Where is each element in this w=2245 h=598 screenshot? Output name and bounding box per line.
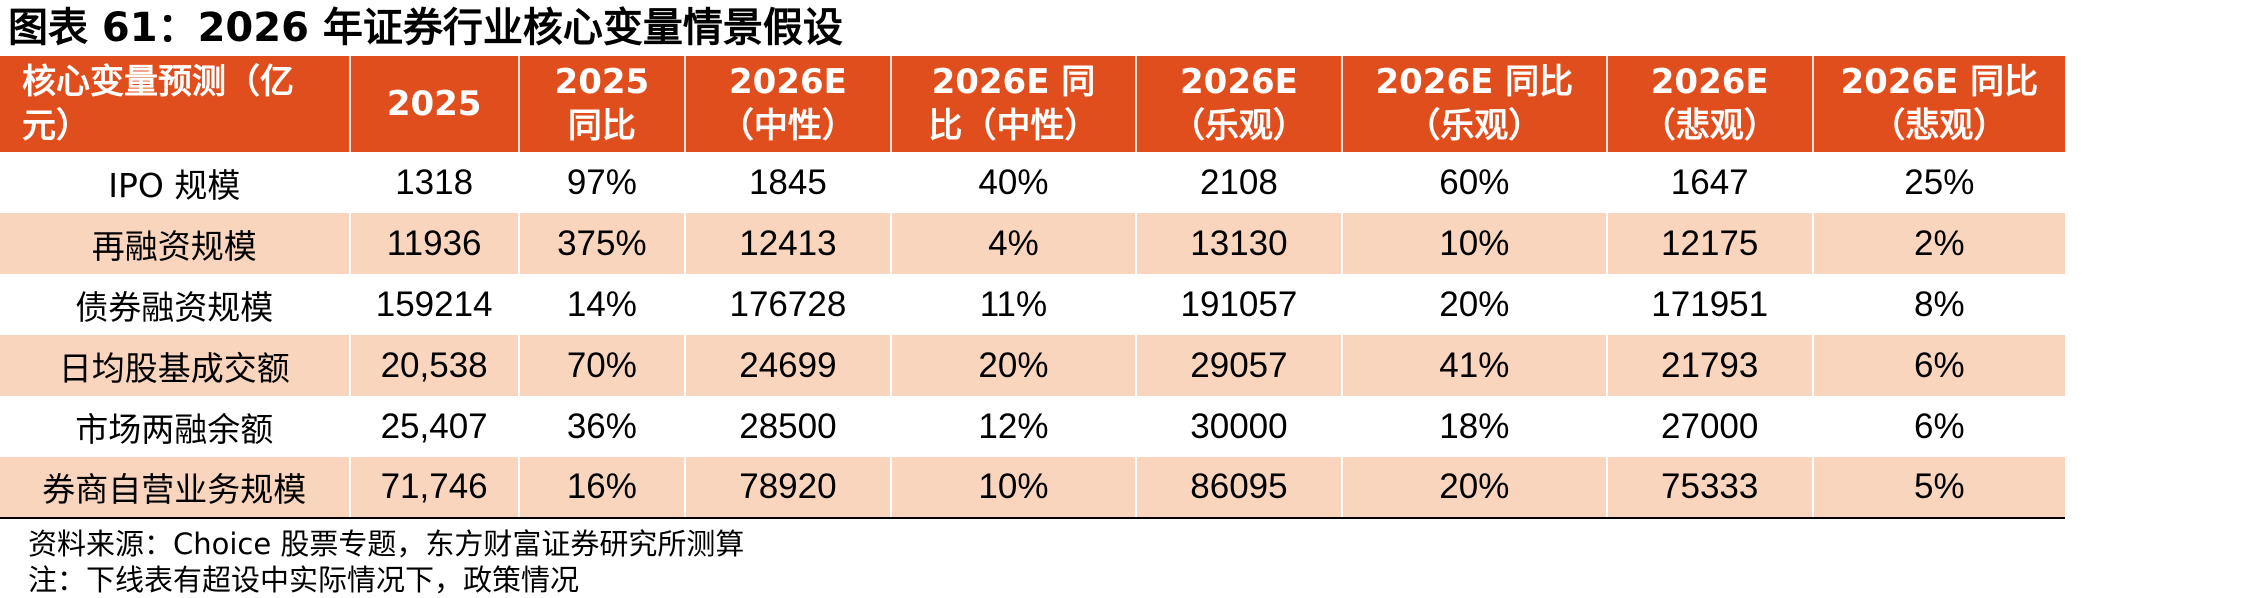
table-cell: 75333	[1606, 457, 1814, 519]
source-note: 资料来源：Choice 股票专题，东方财富证券研究所测算	[28, 527, 745, 561]
header-cell-2026-pessimistic: 2026E （悲观）	[1606, 56, 1814, 152]
table-cell: 12175	[1606, 213, 1814, 274]
table-cell: 6%	[1914, 406, 1965, 446]
table-cell: 6%	[1812, 335, 2065, 396]
table-cell: 40%	[890, 152, 1138, 213]
table-cell: 28500	[685, 396, 892, 457]
header-cell-2025: 2025	[349, 56, 520, 152]
header-text: （悲观）	[1871, 106, 2008, 146]
header-text: （中性）	[719, 106, 856, 146]
table-cell: 24699	[685, 335, 892, 396]
header-text: 2026E 同比	[1840, 62, 2039, 102]
table-cell: 78920	[685, 457, 892, 519]
table-row: 债券融资规模 159214 14% 176728 11% 191057 20% …	[0, 274, 2065, 335]
header-cell-2025-yoy: 2025 同比	[518, 56, 687, 152]
table-row: 再融资规模 11936 375% 12413 4% 13130 10% 1217…	[0, 213, 2065, 274]
table-cell: 1318	[349, 152, 520, 213]
table-cell: 20%	[890, 335, 1138, 396]
table-cell: 18%	[1341, 396, 1608, 457]
table-cell: 20%	[1341, 274, 1608, 335]
table-row: 市场两融余额 25,407 36% 28500 12% 30000 18% 27…	[0, 396, 2065, 457]
table-cell: 2108	[1136, 152, 1343, 213]
table-cell: 27000	[1606, 396, 1814, 457]
row-label: 券商自营业务规模	[0, 457, 351, 519]
table-cell: 25%	[1904, 162, 1975, 202]
row-label: 市场两融余额	[0, 396, 351, 457]
scenario-table: 核心变量预测（亿 元） 2025 2025 同比 2026E （中性） 2026…	[0, 56, 2065, 519]
table-cell: 97%	[518, 152, 687, 213]
header-text: 同比	[567, 106, 636, 146]
header-text: 2026E 同	[931, 62, 1096, 102]
header-text: （乐观）	[1170, 106, 1307, 146]
table-cell: 375%	[518, 213, 687, 274]
table-cell: 176728	[685, 274, 892, 335]
row-label: 日均股基成交额	[0, 335, 351, 396]
header-text: 2026E 同比	[1375, 62, 1574, 102]
table-cell: 1647	[1606, 152, 1814, 213]
table-cell: 71,746	[349, 457, 520, 519]
table-cell: 86095	[1136, 457, 1343, 519]
table-cell: 171951	[1606, 274, 1814, 335]
table-cell: 21793	[1606, 335, 1814, 396]
header-cell-2026-neutral: 2026E （中性）	[685, 56, 892, 152]
table-cell: 25,407	[349, 396, 520, 457]
table-cell: 20,538	[349, 335, 520, 396]
header-cell-2026-optimistic-yoy: 2026E 同比 （乐观）	[1341, 56, 1608, 152]
table-cell: 70%	[518, 335, 687, 396]
row-label: 债券融资规模	[0, 274, 351, 335]
table-cell: 10%	[890, 457, 1138, 519]
footnote: 注：下线表有超设中实际情况下，政策情况	[28, 563, 580, 597]
header-cell-2026-optimistic: 2026E （乐观）	[1136, 56, 1343, 152]
table-cell: 16%	[518, 457, 687, 519]
table-row: IPO 规模 1318 97% 1845 40% 2108 60% 1647 2…	[0, 152, 2065, 213]
table-cell: 20%	[1341, 457, 1608, 519]
page: 图表 61：2026 年证券行业核心变量情景假设 核心变量预测（亿 元） 202…	[0, 5, 2065, 597]
table-cell: 1845	[685, 152, 892, 213]
table-cell: 4%	[890, 213, 1138, 274]
figure-title: 图表 61：2026 年证券行业核心变量情景假设	[8, 5, 843, 51]
table-cell: 159214	[349, 274, 520, 335]
row-label: IPO 规模	[0, 152, 351, 213]
header-text: 比（中性）	[928, 106, 1099, 146]
table-cell: 11936	[349, 213, 520, 274]
header-cell-variable: 核心变量预测（亿 元）	[0, 56, 351, 152]
table-cell: 29057	[1136, 335, 1343, 396]
header-text: 元）	[22, 106, 90, 146]
table-cell: 5%	[1812, 457, 2065, 519]
table-cell: 8%	[1914, 284, 1965, 324]
table-cell: 36%	[518, 396, 687, 457]
table-cell: 191057	[1136, 274, 1343, 335]
header-text: 核心变量预测（亿	[22, 62, 294, 102]
table-row: 日均股基成交额 20,538 70% 24699 20% 29057 41% 2…	[0, 335, 2065, 396]
table-cell: 60%	[1341, 152, 1608, 213]
header-cell-2026-neutral-yoy: 2026E 同 比（中性）	[890, 56, 1138, 152]
table-cell: 30000	[1136, 396, 1343, 457]
header-row: 核心变量预测（亿 元） 2025 2025 同比 2026E （中性） 2026…	[0, 56, 2065, 152]
header-text: 2025	[386, 84, 482, 124]
table-cell: 41%	[1341, 335, 1608, 396]
header-text: 2026E	[728, 62, 847, 102]
table-row: 券商自营业务规模 71,746 16% 78920 10% 86095 20% …	[0, 457, 2065, 519]
header-text: 2026E	[1650, 62, 1769, 102]
table-cell: 12%	[890, 396, 1138, 457]
header-text: 2025	[554, 62, 650, 102]
table-cell: 14%	[518, 274, 687, 335]
table-cell: 11%	[890, 274, 1138, 335]
row-label: 再融资规模	[0, 213, 351, 274]
table-cell: 12413	[685, 213, 892, 274]
header-text: （悲观）	[1641, 106, 1778, 146]
table-cell: 13130	[1136, 213, 1343, 274]
table-cell: 2%	[1812, 213, 2065, 274]
header-text: 2026E	[1180, 62, 1298, 102]
header-text: （乐观）	[1406, 106, 1543, 146]
table-cell: 10%	[1341, 213, 1608, 274]
header-cell-2026-pessimistic-yoy: 2026E 同比 （悲观）	[1812, 56, 2065, 152]
